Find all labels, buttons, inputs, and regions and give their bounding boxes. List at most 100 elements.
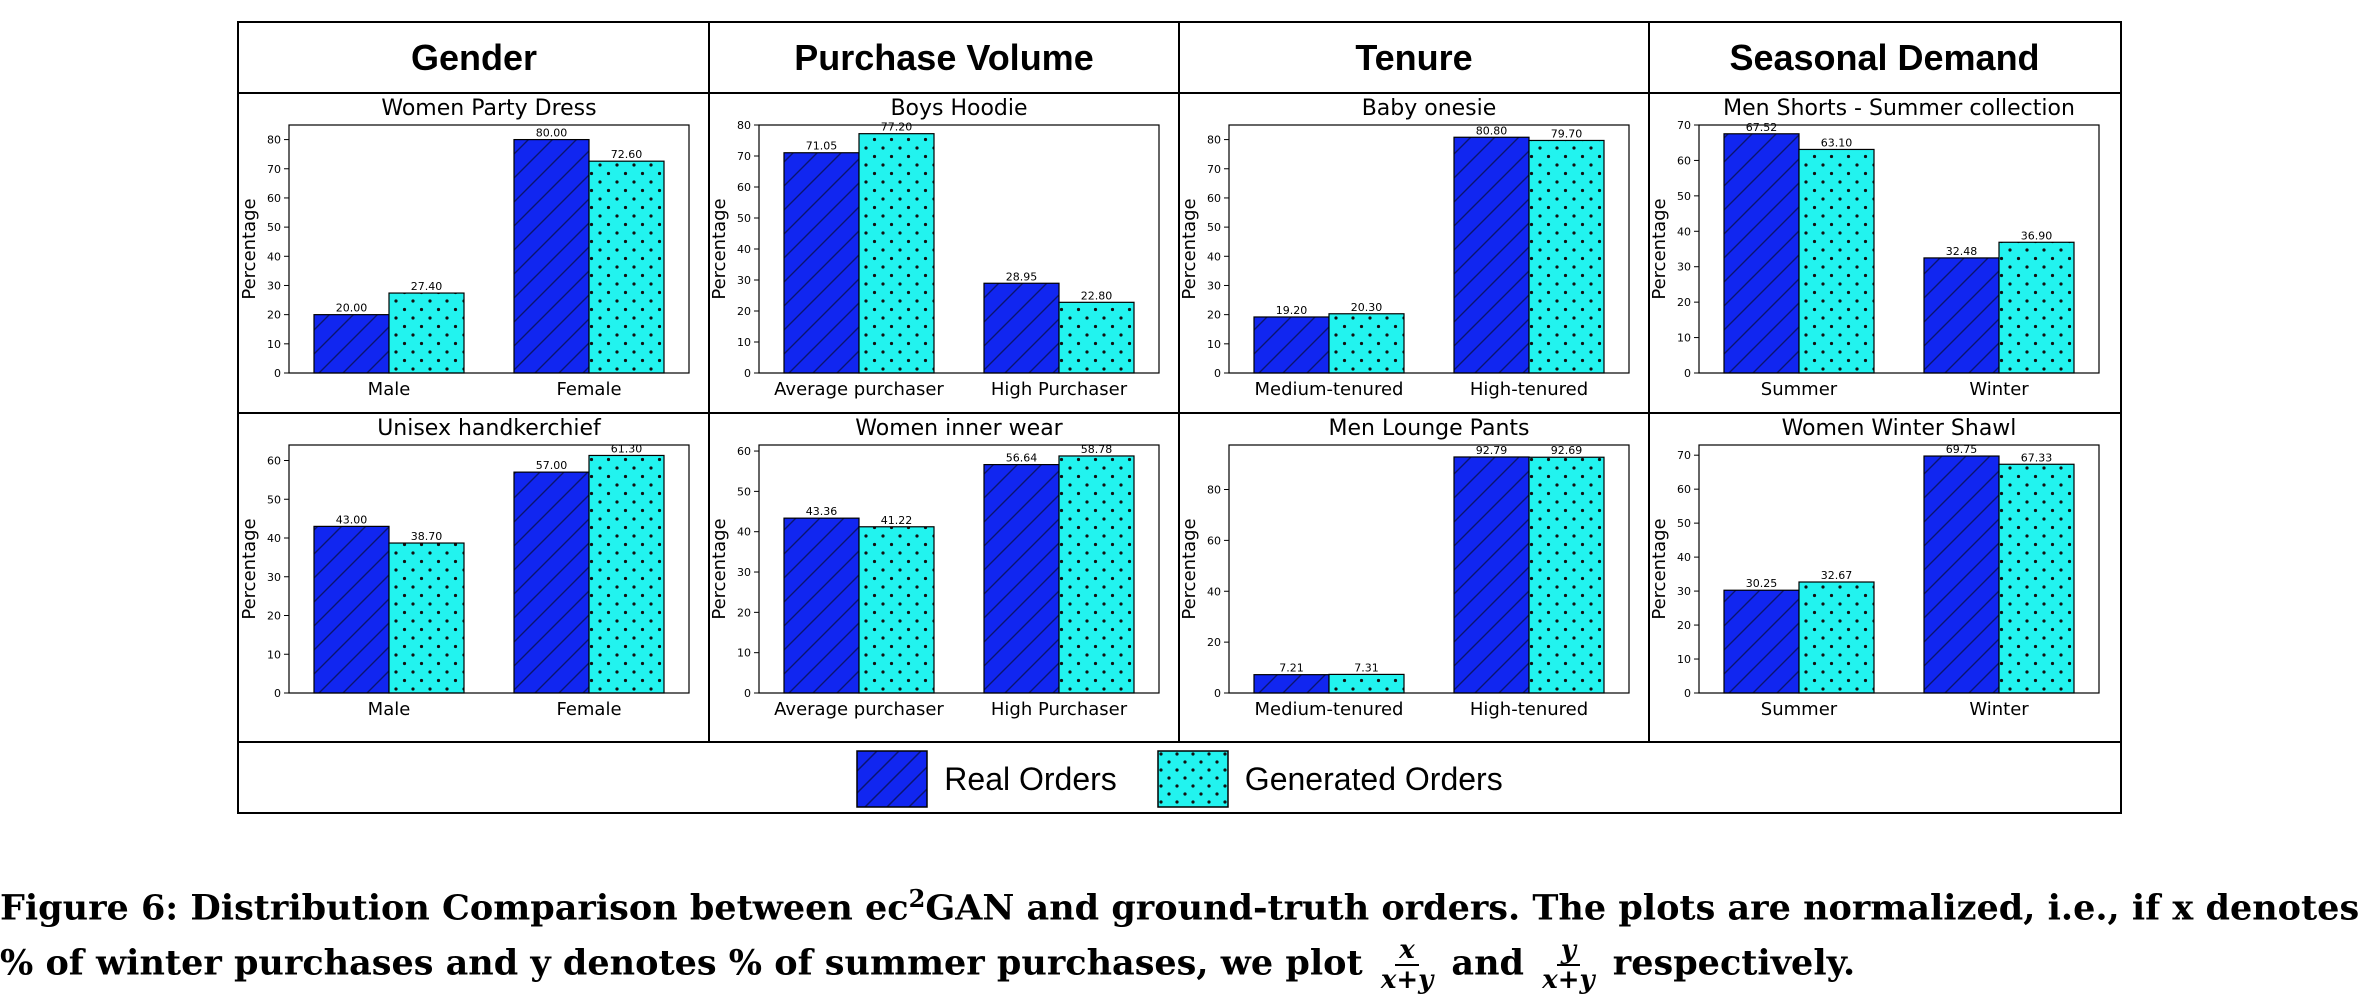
figure-frame: Gender Purchase Volume Tenure Seasonal D… bbox=[237, 21, 2122, 814]
bar-real-orders bbox=[783, 152, 860, 374]
bar-generated-orders bbox=[388, 542, 465, 694]
data-label: 67.52 bbox=[1746, 121, 1778, 134]
y-tick-label: 30 bbox=[737, 274, 751, 287]
bar-chart-panel: Baby onesie Percentage 0 10 20 30 40 50 60 70 80 19… bbox=[1179, 96, 1630, 400]
plot-area-frame bbox=[1698, 444, 2100, 694]
bar-real-orders bbox=[1723, 589, 1800, 694]
y-tick-label: 80 bbox=[737, 119, 751, 132]
bar-real-orders bbox=[983, 282, 1060, 374]
fraction-y: y x+y bbox=[1542, 936, 1594, 994]
plot-area-frame bbox=[288, 124, 690, 374]
legend-item-real: Real Orders bbox=[856, 750, 1117, 808]
y-tick-label: 80 bbox=[267, 134, 281, 147]
x-tick-label: Winter bbox=[1969, 379, 2029, 400]
caption-text-1: Figure 6: Distribution Comparison betwee… bbox=[0, 887, 909, 929]
data-label: 63.10 bbox=[1821, 136, 1853, 149]
plot-area-frame bbox=[758, 444, 1160, 694]
figure-caption: Figure 6: Distribution Comparison betwee… bbox=[0, 872, 2372, 994]
y-tick-label: 30 bbox=[1207, 279, 1221, 292]
plot-area-frame bbox=[758, 124, 1160, 374]
x-tick-label: High Purchaser bbox=[991, 699, 1128, 720]
y-tick-label: 10 bbox=[1677, 653, 1691, 666]
caption-and: and bbox=[1451, 942, 1525, 984]
data-label: 41.22 bbox=[881, 514, 913, 527]
y-axis-label: Percentage bbox=[1179, 518, 1200, 619]
y-tick-label: 30 bbox=[1677, 261, 1691, 274]
y-tick-label: 0 bbox=[744, 367, 751, 380]
y-tick-label: 40 bbox=[1207, 585, 1221, 598]
bar-real-orders bbox=[1723, 133, 1800, 374]
chart-title: Baby onesie bbox=[1362, 96, 1497, 121]
data-label: 28.95 bbox=[1006, 270, 1038, 283]
plot-area-frame bbox=[1228, 124, 1630, 374]
y-tick-label: 20 bbox=[1677, 619, 1691, 632]
y-tick-label: 60 bbox=[267, 455, 281, 468]
y-tick-label: 10 bbox=[267, 648, 281, 661]
header-seasonal-demand: Seasonal Demand bbox=[1729, 37, 2040, 78]
bar-generated-orders bbox=[858, 133, 935, 374]
data-label: 20.00 bbox=[336, 302, 368, 315]
bar-real-orders bbox=[313, 314, 390, 374]
x-tick-label: Female bbox=[556, 379, 621, 400]
x-tick-label: Average purchaser bbox=[774, 379, 944, 400]
y-tick-label: 60 bbox=[1207, 192, 1221, 205]
bar-generated-orders bbox=[1328, 313, 1405, 374]
bar-real-orders bbox=[1923, 257, 2000, 374]
y-tick-label: 0 bbox=[1214, 687, 1221, 700]
bar-generated-orders bbox=[588, 160, 665, 374]
y-tick-label: 80 bbox=[1207, 484, 1221, 497]
legend-item-generated: Generated Orders bbox=[1157, 750, 1503, 808]
caption-text-2: GAN and ground-truth orders. The plots a… bbox=[0, 887, 2360, 984]
y-tick-label: 20 bbox=[1677, 296, 1691, 309]
y-tick-label: 40 bbox=[267, 250, 281, 263]
y-axis-label: Percentage bbox=[709, 198, 730, 299]
fraction-x-denominator: x+y bbox=[1380, 964, 1434, 995]
grid-divider bbox=[708, 23, 710, 743]
data-label: 56.64 bbox=[1006, 452, 1038, 465]
y-tick-label: 10 bbox=[737, 647, 751, 660]
y-tick-label: 40 bbox=[1677, 551, 1691, 564]
data-label: 7.21 bbox=[1279, 662, 1304, 675]
legend: Real Orders Generated Orders bbox=[239, 743, 2120, 815]
y-tick-label: 20 bbox=[737, 305, 751, 318]
x-tick-label: Summer bbox=[1761, 699, 1838, 720]
y-tick-label: 70 bbox=[1677, 449, 1691, 462]
y-tick-label: 40 bbox=[1207, 250, 1221, 263]
grid-divider bbox=[239, 741, 2120, 743]
bar-generated-orders bbox=[1998, 241, 2075, 374]
bar-chart-panel: Women Winter Shawl Percentage 0 10 20 30 40 50 6… bbox=[1649, 416, 2100, 720]
chart-title: Men Shorts - Summer collection bbox=[1723, 96, 2075, 121]
legend-label-real: Real Orders bbox=[944, 760, 1117, 797]
plot-area-frame bbox=[288, 444, 690, 694]
data-label: 27.40 bbox=[411, 280, 443, 293]
y-tick-label: 70 bbox=[1207, 163, 1221, 176]
data-label: 57.00 bbox=[536, 459, 568, 472]
y-tick-label: 40 bbox=[737, 526, 751, 539]
chart-title: Men Lounge Pants bbox=[1329, 416, 1530, 441]
bar-generated-orders bbox=[1998, 463, 2075, 694]
bar-chart-panel: Women inner wear Percentage 0 10 20 30 40 50 60 4… bbox=[709, 416, 1160, 720]
header-gender: Gender bbox=[410, 37, 538, 78]
data-label: 77.20 bbox=[881, 121, 913, 134]
y-axis-label: Percentage bbox=[239, 518, 260, 619]
y-tick-label: 60 bbox=[737, 181, 751, 194]
fraction-y-numerator: y bbox=[1556, 936, 1580, 966]
y-tick-label: 30 bbox=[267, 571, 281, 584]
y-tick-label: 20 bbox=[1207, 636, 1221, 649]
x-tick-label: Summer bbox=[1761, 379, 1838, 400]
y-axis-label: Percentage bbox=[239, 198, 260, 299]
bar-chart-panel: Boys Hoodie Percentage 0 10 20 30 40 50 60 70 80 71… bbox=[709, 96, 1160, 400]
bar-real-orders bbox=[513, 138, 590, 374]
data-label: 71.05 bbox=[806, 140, 838, 153]
bar-generated-orders bbox=[858, 526, 935, 694]
fraction-x: x x+y bbox=[1381, 936, 1433, 994]
data-label: 36.90 bbox=[2021, 229, 2053, 242]
bar-real-orders bbox=[1923, 455, 2000, 694]
data-label: 30.25 bbox=[1746, 577, 1778, 590]
bar-real-orders bbox=[1453, 136, 1530, 374]
x-tick-label: Medium-tenured bbox=[1255, 379, 1404, 400]
x-tick-label: Average purchaser bbox=[774, 699, 944, 720]
bar-real-orders bbox=[1253, 316, 1330, 374]
data-label: 32.48 bbox=[1946, 245, 1978, 258]
bar-chart-panel: Men Lounge Pants Percentage 0 20 40 60 80 7.21 7… bbox=[1179, 416, 1630, 720]
